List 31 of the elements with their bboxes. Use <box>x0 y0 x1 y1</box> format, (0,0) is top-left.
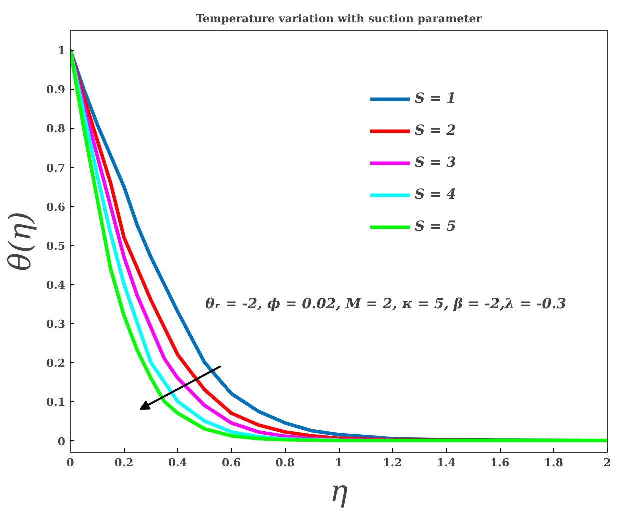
x-tick-label: 0.4 <box>168 456 188 470</box>
legend-label: S = 2 <box>415 123 456 139</box>
x-tick-label: 1.6 <box>490 456 510 470</box>
x-tick-label: 1.2 <box>383 456 402 470</box>
y-tick-label: 0.4 <box>46 278 66 292</box>
x-axis-title: η <box>330 474 348 510</box>
x-tick-label: 0.2 <box>114 456 134 470</box>
legend-label: S = 5 <box>415 219 456 235</box>
y-tick-label: 0.2 <box>46 357 66 370</box>
legend-label: S = 1 <box>415 91 456 107</box>
x-tick-label: 1.8 <box>544 456 564 470</box>
x-tick-label: 0.8 <box>276 456 296 470</box>
y-tick-label: 0 <box>58 435 66 448</box>
y-tick-label: 0.6 <box>46 200 66 214</box>
legend-label: S = 3 <box>415 155 456 171</box>
x-tick-label: 1.4 <box>436 456 456 470</box>
y-tick-label: 0.7 <box>46 162 66 175</box>
y-tick-label: 0.5 <box>46 240 66 253</box>
x-tick-label: 1 <box>335 456 343 470</box>
y-tick-label: 0.8 <box>46 122 66 136</box>
x-tick-label: 0.6 <box>222 456 242 470</box>
chart-title: Temperature variation with suction parameter <box>196 12 482 26</box>
x-tick-label: 2 <box>604 456 612 470</box>
y-tick-label: 0.1 <box>46 396 66 410</box>
y-tick-label: 0.3 <box>46 318 66 332</box>
legend-label: S = 4 <box>415 187 456 203</box>
y-tick-label: 1 <box>58 44 66 58</box>
y-axis-title: θ(η) <box>3 212 38 272</box>
y-tick-label: 0.9 <box>46 84 66 97</box>
annotation: θᵣ = -2, ϕ = 0.02, M = 2, κ = 5, β = -2,λ = -0.3 <box>206 296 567 312</box>
x-tick-label: 0 <box>66 456 75 470</box>
